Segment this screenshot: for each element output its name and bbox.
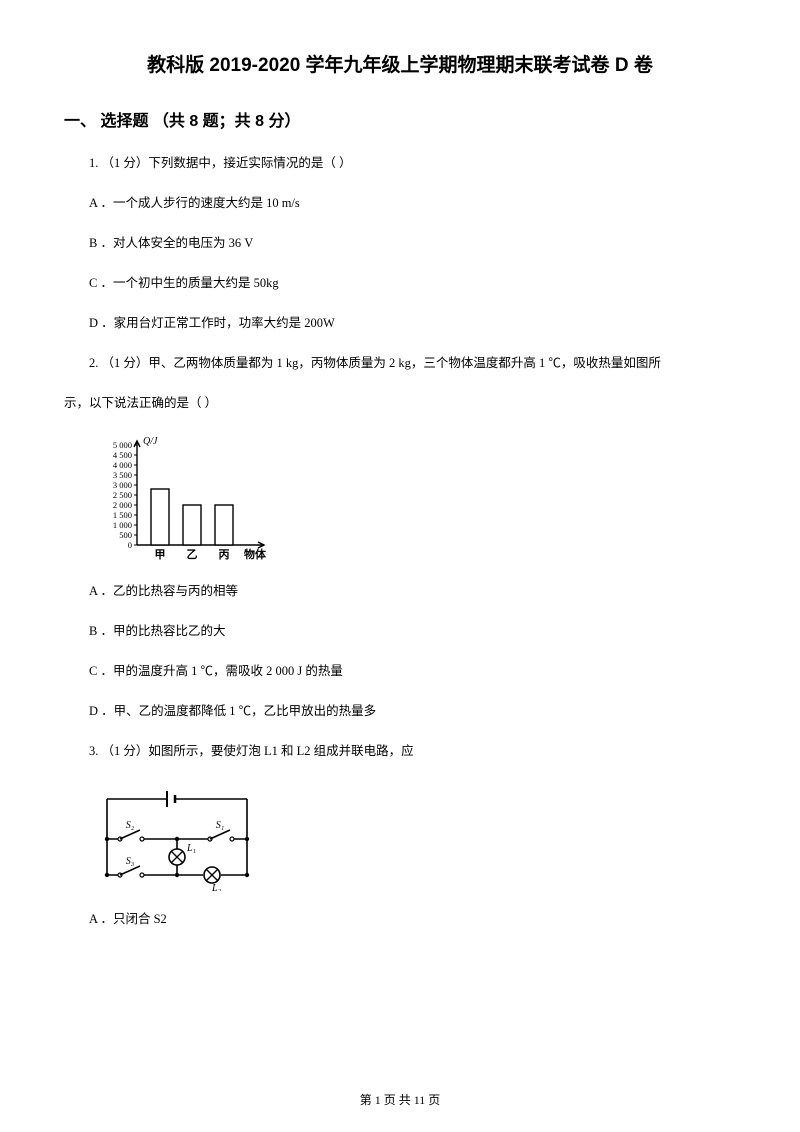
svg-text:1 500: 1 500 (113, 510, 132, 520)
q2-option-d: D ．甲、乙的温度都降低 1 ℃，乙比甲放出的热量多 (64, 701, 736, 721)
svg-text:丙: 丙 (219, 548, 230, 561)
q1-option-a: A ．一个成人步行的速度大约是 10 m/s (64, 193, 736, 213)
svg-text:3 000: 3 000 (113, 480, 132, 490)
q2-option-b: B ．甲的比热容比乙的大 (64, 621, 736, 641)
svg-text:4 000: 4 000 (113, 460, 132, 470)
svg-text:4 500: 4 500 (113, 450, 132, 460)
page-footer: 第 1 页 共 11 页 (0, 1091, 800, 1108)
q2-option-c: C ．甲的温度升高 1 ℃，需吸收 2 000 J 的热量 (64, 661, 736, 681)
q1-option-c: C ．一个初中生的质量大约是 50kg (64, 273, 736, 293)
q3-option-a: A ．只闭合 S2 (64, 909, 736, 929)
svg-text:物体: 物体 (244, 547, 267, 561)
svg-text:2 000: 2 000 (113, 500, 132, 510)
svg-text:5 000: 5 000 (113, 440, 132, 450)
svg-text:S₃: S₃ (126, 856, 135, 867)
svg-text:L₁: L₁ (186, 843, 196, 854)
page-title: 教科版 2019-2020 学年九年级上学期物理期末联考试卷 D 卷 (64, 50, 736, 77)
q2-option-a: A ．乙的比热容与丙的相等 (64, 581, 736, 601)
svg-text:S₁: S₁ (216, 820, 224, 831)
svg-text:甲: 甲 (155, 548, 166, 561)
q1-option-b: B ．对人体安全的电压为 36 V (64, 233, 736, 253)
svg-text:L₂: L₂ (211, 883, 222, 891)
section-header: 一、 选择题 （共 8 题；共 8 分） (64, 107, 736, 131)
svg-text:0: 0 (128, 540, 132, 550)
q2-stem-line2: 示，以下说法正确的是（ ） (64, 393, 736, 413)
svg-text:3 500: 3 500 (113, 470, 132, 480)
q2-stem-line1: 2. （1 分）甲、乙两物体质量都为 1 kg，丙物体质量为 2 kg，三个物体… (64, 353, 736, 373)
svg-text:S₂: S₂ (126, 820, 135, 831)
q1-option-d: D ．家用台灯正常工作时，功率大约是 200W (64, 313, 736, 333)
q3-circuit: S₂ S₁ S₃ L₁ L₂ (92, 781, 736, 891)
svg-text:500: 500 (119, 530, 132, 540)
q1-stem: 1. （1 分）下列数据中，接近实际情况的是（ ） (64, 153, 736, 173)
svg-text:1 000: 1 000 (113, 520, 132, 530)
svg-text:2 500: 2 500 (113, 490, 132, 500)
q3-stem: 3. （1 分）如图所示，要使灯泡 L1 和 L2 组成并联电路，应 (64, 741, 736, 761)
svg-text:Q/J: Q/J (143, 436, 158, 447)
svg-text:乙: 乙 (187, 548, 198, 561)
q2-chart: 05001 0001 5002 0002 5003 0003 5004 0004… (92, 433, 736, 563)
